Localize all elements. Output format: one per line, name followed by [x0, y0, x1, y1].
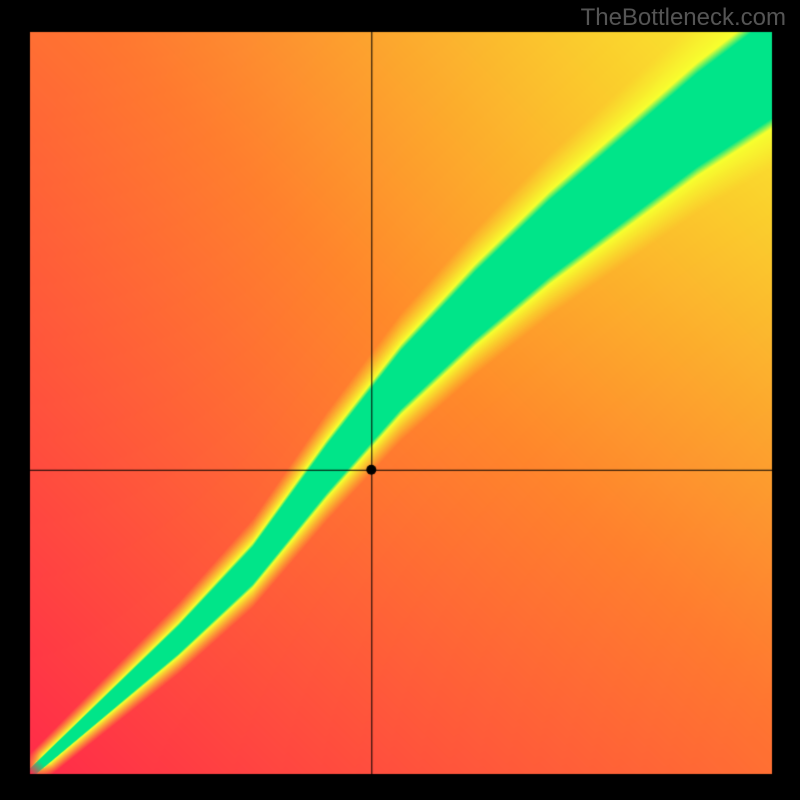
bottleneck-heatmap	[0, 0, 800, 800]
watermark-text: TheBottleneck.com	[581, 4, 786, 32]
